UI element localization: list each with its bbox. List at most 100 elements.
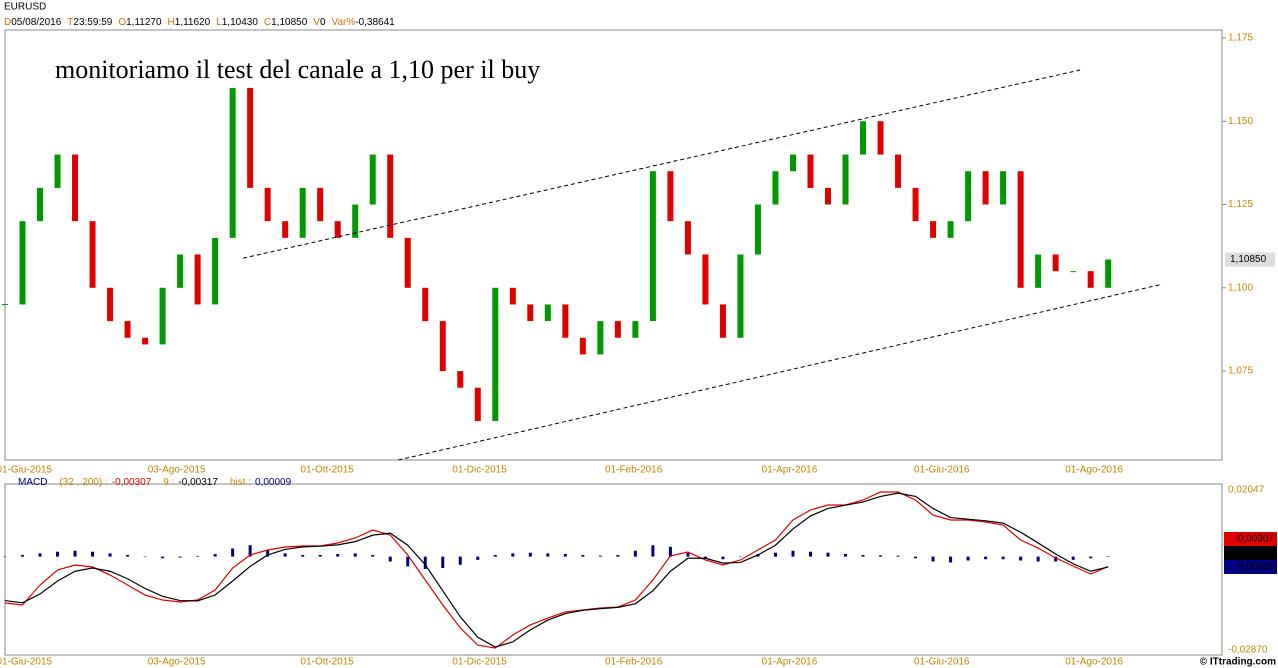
hist-bar (914, 556, 918, 559)
candle (527, 304, 534, 322)
legend-value: 0,00009 (255, 477, 292, 488)
candle (719, 304, 726, 338)
candle (982, 171, 989, 205)
x-tick-label: 01-Giu-2016 (914, 657, 970, 668)
y-tick-label: 1,125 (1228, 199, 1253, 210)
hist-bar (896, 555, 900, 557)
hist-bar (441, 556, 445, 568)
hist-bar (21, 554, 25, 557)
hist-bar (266, 550, 270, 557)
candle (37, 187, 44, 222)
candle (299, 187, 306, 238)
hist-bar (38, 553, 42, 557)
legend-label: hist : (230, 477, 251, 488)
candle (352, 204, 359, 238)
last-price-label: 1,10850 (1230, 254, 1267, 265)
hist-bar (248, 545, 252, 557)
hist-bar (423, 556, 427, 569)
value-box (1224, 532, 1277, 546)
info-key: H (168, 17, 175, 28)
legend-value: -0,00317 (178, 477, 218, 488)
hist-bar (1036, 556, 1040, 562)
candle (177, 254, 184, 288)
y-tick-label: 1,150 (1228, 116, 1253, 127)
info-key: Var% (332, 17, 356, 28)
candle (212, 237, 219, 305)
candle (860, 121, 867, 155)
x-tick-label: 01-Ago-2016 (1065, 657, 1123, 668)
candle (404, 237, 411, 288)
candle (877, 121, 884, 155)
hist-bar (861, 554, 865, 557)
hist-bar (879, 555, 883, 557)
candle (1087, 271, 1094, 288)
x-tick-label: 01-Giu-2016 (914, 465, 970, 476)
hist-bar (1019, 556, 1023, 561)
info-value: -0,38641 (355, 17, 395, 28)
hist-bar (283, 553, 287, 557)
hist-bar (791, 550, 795, 557)
info-key: T (67, 17, 73, 28)
candle (54, 154, 61, 188)
info-value: 1,11270 (126, 17, 162, 28)
candle (562, 304, 569, 338)
hist-bar (931, 556, 935, 562)
candle (194, 254, 201, 305)
candle (317, 187, 324, 222)
x-tick-label: 01-Ott-2015 (301, 465, 355, 476)
candle (457, 371, 464, 388)
candle (965, 171, 972, 222)
info-key: O (118, 17, 126, 28)
candle (895, 154, 902, 188)
x-tick-label: 03-Ago-2015 (148, 465, 206, 476)
candle (1070, 271, 1077, 273)
info-value: 1,10850 (271, 17, 308, 28)
candle (282, 221, 289, 238)
candle (72, 154, 79, 222)
macd-line (4, 491, 1109, 649)
info-value: 05/08/2016 (11, 17, 61, 28)
candle (369, 154, 376, 205)
hist-bar (1106, 556, 1110, 557)
candle (264, 187, 271, 222)
hist-bar (844, 554, 848, 557)
legend-value: -0,00307 (112, 477, 152, 488)
hist-bar (738, 556, 742, 558)
info-row: D05/08/2016 T23:59:59 O1,11270 H1,11620 L1,1… (4, 17, 395, 28)
hist-bar (406, 556, 410, 567)
legend-label: 9 : (163, 477, 174, 488)
hist-bar (388, 556, 392, 562)
candle (387, 154, 394, 238)
hist-bar (563, 554, 567, 557)
candle (1035, 254, 1042, 288)
candle (702, 254, 709, 305)
x-tick-label: 01-Ott-2015 (301, 657, 355, 668)
hist-bar (196, 555, 200, 557)
candle (754, 204, 761, 255)
hist-bar (458, 556, 462, 565)
value-box-label: 0,00009 (1238, 562, 1275, 573)
candle (124, 321, 131, 338)
info-value: 23:59:59 (73, 17, 112, 28)
macd-frame (4, 483, 1223, 656)
info-key: L (216, 17, 222, 28)
x-tick-label: 01-Apr-2016 (762, 465, 818, 476)
hist-bar (143, 556, 147, 558)
hist-bar (721, 556, 725, 560)
candle (142, 337, 149, 345)
candle (492, 287, 499, 422)
value-box-label: -0,00317 (1235, 548, 1275, 559)
hist-bar (528, 552, 532, 557)
hist-bar (581, 554, 585, 557)
hist-bar (353, 553, 357, 557)
macd-legend: MACD (32 , 200) : -0,00307 9 : -0,00317 hist … (18, 477, 292, 488)
hist-bar (371, 554, 375, 557)
hist-bar (511, 553, 515, 557)
candle (544, 304, 551, 322)
annotation: monitoriamo il test del canale a 1,10 pe… (55, 55, 540, 84)
info-key: C (264, 17, 271, 28)
x-tick-label: 01-Feb-2016 (605, 657, 663, 668)
legend-label: (32 , 200) : (59, 477, 107, 488)
candle (807, 154, 814, 188)
x-tick-label: 01-Feb-2016 (605, 465, 663, 476)
